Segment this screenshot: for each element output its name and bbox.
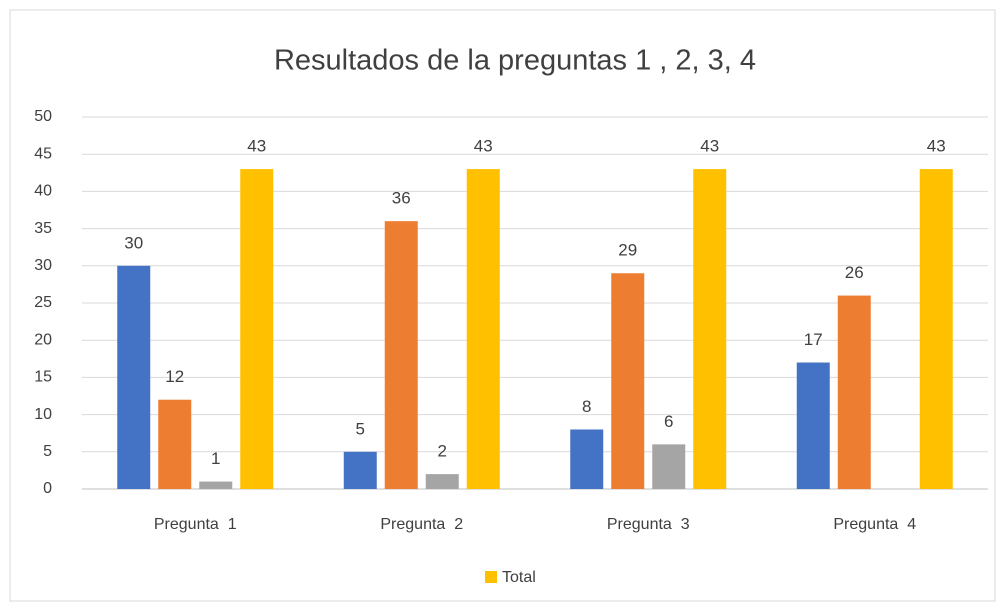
x-tick-label: Pregunta 3	[607, 516, 690, 533]
data-label: 36	[392, 189, 411, 208]
chart-title: Resultados de la preguntas 1 , 2, 3, 4	[274, 45, 756, 77]
legend-label: Total	[502, 569, 536, 586]
y-tick-label: 30	[34, 257, 52, 274]
data-label: 26	[845, 263, 864, 282]
data-label: 43	[927, 137, 946, 156]
bar	[570, 429, 604, 489]
data-label: 2	[438, 442, 447, 461]
bar	[240, 169, 274, 489]
bar	[919, 169, 953, 489]
y-tick-label: 10	[34, 406, 52, 423]
bar	[611, 273, 645, 489]
x-tick-label: Pregunta 1	[154, 516, 237, 533]
bar	[384, 221, 418, 489]
bar	[796, 362, 830, 489]
data-label: 30	[124, 233, 143, 252]
bar	[652, 444, 686, 489]
bar	[343, 451, 377, 489]
y-tick-label: 40	[34, 183, 52, 200]
data-label: 43	[247, 137, 266, 156]
x-tick-label: Pregunta 4	[833, 516, 916, 533]
bar	[199, 481, 233, 489]
data-label: 29	[618, 241, 637, 260]
y-tick-label: 35	[34, 220, 52, 237]
bar	[117, 265, 151, 489]
y-tick-label: 0	[43, 480, 52, 497]
data-label: 5	[356, 419, 365, 438]
bar	[158, 399, 192, 489]
y-tick-label: 15	[34, 369, 52, 386]
y-tick-label: 50	[34, 108, 52, 125]
chart-frame	[9, 9, 996, 602]
data-label: 8	[582, 397, 591, 416]
bar	[466, 169, 500, 489]
data-label: 43	[474, 137, 493, 156]
data-label: 17	[804, 330, 823, 349]
x-tick-label: Pregunta 2	[380, 516, 463, 533]
bar	[693, 169, 727, 489]
y-tick-label: 25	[34, 294, 52, 311]
bar	[837, 295, 871, 489]
y-tick-label: 45	[34, 145, 52, 162]
y-tick-label: 20	[34, 331, 52, 348]
data-label: 12	[165, 367, 184, 386]
data-label: 43	[700, 137, 719, 156]
y-tick-label: 5	[43, 443, 52, 460]
data-label: 6	[664, 412, 673, 431]
legend-swatch	[485, 571, 497, 583]
data-label: 1	[211, 449, 220, 468]
bar	[425, 474, 459, 489]
